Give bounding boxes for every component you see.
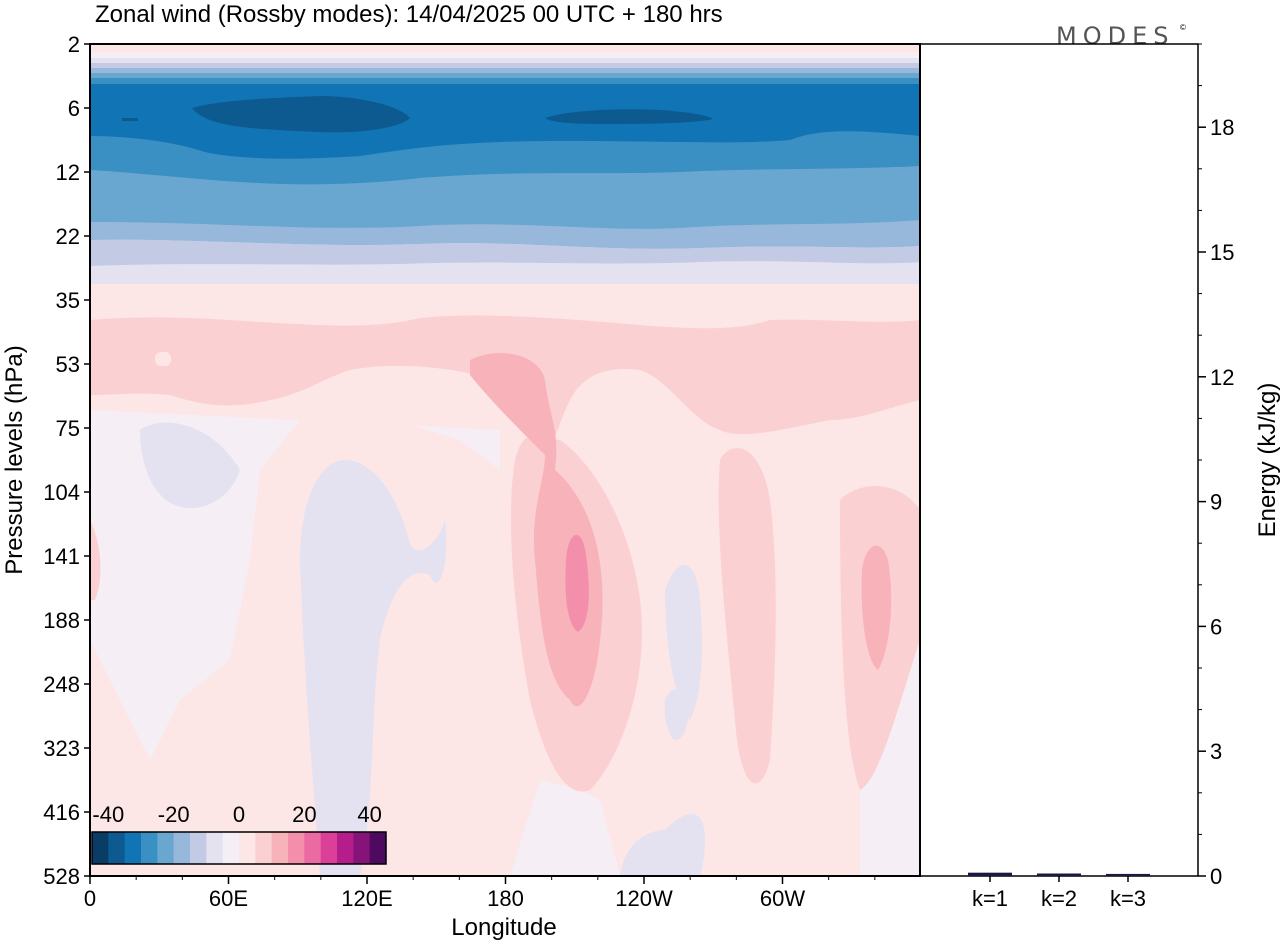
- energy-frame: [919, 43, 1199, 877]
- colorbar-swatch: [239, 832, 256, 864]
- colorbar-swatch: [337, 832, 354, 864]
- energy-mode-label: k=3: [1110, 886, 1146, 911]
- x-axis-title: Longitude: [451, 914, 556, 941]
- energy-tick-label: 6: [1210, 614, 1222, 639]
- colorbar-swatch: [369, 832, 387, 864]
- energy-tick-label: 3: [1210, 739, 1222, 764]
- contour-speck-1: [122, 118, 138, 121]
- y-tick-label: 188: [43, 608, 80, 633]
- energy-bar: [1037, 873, 1081, 876]
- y-tick-label: 141: [43, 544, 80, 569]
- contour-neg-lobe-5: [664, 689, 689, 740]
- contour-core-180-outer: [470, 352, 603, 707]
- colorbar-swatch: [157, 832, 175, 864]
- energy-bars: [968, 872, 1150, 876]
- contour-lower-pink: [90, 280, 920, 876]
- colorbar-tick-label: 40: [357, 802, 381, 827]
- colorbar-tick-label: -40: [92, 802, 124, 827]
- energy-mode-label: k=1: [972, 886, 1008, 911]
- colorbar-swatch: [92, 832, 109, 864]
- contour-neg-lobe-4: [620, 813, 705, 876]
- colorbar-tick-label: 20: [292, 802, 316, 827]
- y-tick-label: 35: [56, 288, 80, 313]
- colorbar-labels: -40 -20 0 20 40: [92, 802, 381, 827]
- contour-core-east: [861, 545, 892, 670]
- colorbar-swatch: [173, 832, 191, 864]
- stripe-7: [90, 84, 920, 92]
- contour-core-60e: [192, 96, 410, 133]
- colorbar-swatch: [190, 832, 207, 864]
- contour-core-120w: [545, 109, 713, 124]
- stripe-5: [90, 73, 920, 78]
- pressure-axis: 2 6 12 22 35 53 75 104 141 188 248 323 416 528: [43, 32, 90, 889]
- contour-top-1: [90, 44, 920, 52]
- x-tick-label: 0: [84, 886, 96, 911]
- energy-mode-label: k=2: [1041, 886, 1077, 911]
- colorbar-swatch: [304, 832, 322, 864]
- y-tick-label: 323: [43, 736, 80, 761]
- energy-tick-label: 9: [1210, 490, 1222, 515]
- energy-bar: [968, 872, 1012, 876]
- stripe-6: [90, 78, 920, 84]
- contour-core-180-inner: [565, 534, 589, 632]
- stripe-1: [90, 52, 920, 58]
- y-tick-label: 104: [43, 480, 80, 505]
- x-tick-label: 60E: [209, 886, 248, 911]
- x-tick-label: 180: [487, 886, 524, 911]
- energy-tick-label: 0: [1210, 864, 1222, 889]
- speck-west: [155, 352, 171, 366]
- stripe-4: [90, 68, 920, 73]
- x-tick-label: 120W: [615, 886, 673, 911]
- contour-band-22: [90, 239, 920, 266]
- x-tick-label: 60W: [760, 886, 805, 911]
- colorbar-swatch: [124, 832, 142, 864]
- energy-axis-title: Energy (kJ/kg): [1254, 383, 1280, 538]
- contour-lobe-60w: [718, 448, 776, 784]
- longitude-axis: 0 60E 120E 180 120W 60W: [84, 876, 876, 911]
- colorbar-tick-label: -20: [158, 802, 190, 827]
- colorbar: [91, 831, 387, 865]
- stripe-3: [90, 63, 920, 68]
- energy-mode-labels: k=1 k=2 k=3: [972, 876, 1146, 911]
- chart-title: Zonal wind (Rossby modes): 14/04/2025 00…: [95, 1, 723, 28]
- colorbar-swatch: [222, 832, 240, 864]
- y-tick-label: 416: [43, 800, 80, 825]
- colorbar-swatch: [255, 832, 273, 864]
- y-tick-label: 12: [56, 160, 80, 185]
- colorbar-swatch: [320, 832, 338, 864]
- colorbar-swatch: [353, 832, 371, 864]
- energy-bar: [1106, 873, 1150, 876]
- contour-neg-lobe-1: [300, 460, 447, 876]
- colorbar-swatch: [288, 832, 305, 864]
- stripe-2: [90, 58, 920, 63]
- y-axis-title: Pressure levels (hPa): [1, 345, 28, 574]
- y-tick-label: 22: [56, 224, 80, 249]
- y-tick-label: 2: [68, 32, 80, 57]
- y-tick-label: 53: [56, 352, 80, 377]
- y-tick-label: 248: [43, 672, 80, 697]
- contour-neg-lobe-3: [665, 565, 702, 720]
- colorbar-swatch: [271, 832, 289, 864]
- colorbar-tick-label: 0: [233, 802, 245, 827]
- energy-tick-label: 18: [1210, 115, 1234, 140]
- logo-mark: ©: [1180, 23, 1186, 32]
- colorbar-swatch: [141, 832, 158, 864]
- energy-tick-label: 15: [1210, 240, 1234, 265]
- y-tick-label: 75: [56, 416, 80, 441]
- y-tick-label: 528: [43, 864, 80, 889]
- energy-tick-label: 12: [1210, 365, 1234, 390]
- contour-neg-lobe-2: [140, 422, 240, 509]
- zonal-wind-field: [90, 44, 920, 876]
- modes-logo: MODES: [1056, 22, 1174, 50]
- colorbar-frame: [91, 831, 387, 865]
- colorbar-swatch: [206, 832, 224, 864]
- contour-edge-west: [90, 520, 101, 600]
- x-tick-label: 120E: [341, 886, 392, 911]
- colorbar-swatch: [108, 832, 126, 864]
- energy-axis: 0 3 6 9 12 15 18: [1198, 43, 1234, 889]
- y-tick-label: 6: [68, 96, 80, 121]
